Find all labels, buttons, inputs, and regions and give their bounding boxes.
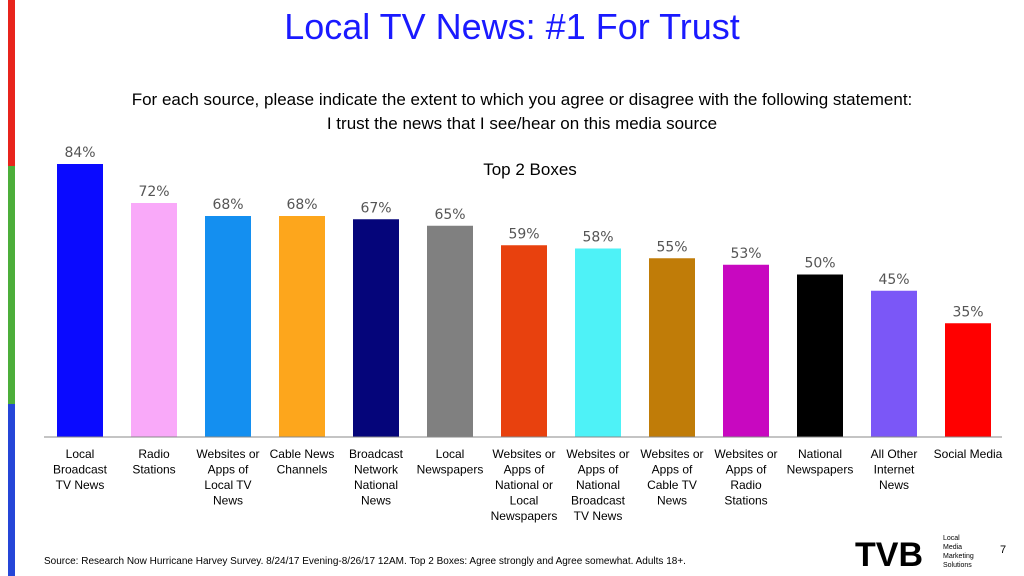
category-label-9-line-4: News bbox=[657, 494, 687, 508]
category-label-4-line-2: Channels bbox=[277, 463, 328, 477]
data-label-12: 45% bbox=[878, 272, 909, 288]
category-label-6-line-2: Newspapers bbox=[417, 463, 484, 477]
data-label-5: 67% bbox=[360, 200, 391, 216]
category-label-10-line-3: Radio bbox=[730, 478, 762, 492]
page-number: 7 bbox=[1000, 544, 1007, 556]
tvb-logo: TVB Local Media Marketing Solutions bbox=[855, 535, 974, 572]
category-label-8-line-2: Apps of bbox=[578, 463, 619, 477]
category-label-1-line-1: Local bbox=[66, 447, 95, 461]
category-label-2-line-1: Radio bbox=[138, 447, 170, 461]
category-label-6-line-1: Local bbox=[436, 447, 465, 461]
chart-title: Top 2 Boxes bbox=[483, 160, 577, 179]
bar-12 bbox=[871, 290, 917, 437]
category-label-10-line-4: Stations bbox=[724, 494, 767, 508]
logo-main-text: TVB bbox=[855, 536, 923, 572]
category-label-7-line-4: Local bbox=[510, 494, 539, 508]
category-label-5-line-1: Broadcast bbox=[349, 447, 404, 461]
category-label-4-line-1: Cable News bbox=[270, 447, 335, 461]
bar-2 bbox=[131, 203, 177, 437]
category-label-11-line-1: National bbox=[798, 447, 842, 461]
logo-sub-text-1: Local bbox=[943, 535, 960, 542]
bar-3 bbox=[205, 216, 251, 437]
bar-11 bbox=[797, 274, 843, 437]
category-label-9-line-2: Apps of bbox=[652, 463, 693, 477]
data-label-2: 72% bbox=[138, 184, 169, 200]
category-label-7-line-5: Newspapers bbox=[491, 509, 558, 523]
category-label-8-line-4: Broadcast bbox=[571, 494, 626, 508]
side-bar-green bbox=[8, 166, 15, 404]
data-label-13: 35% bbox=[952, 304, 983, 320]
category-label-3-line-3: Local TV bbox=[204, 478, 251, 492]
category-label-3-line-4: News bbox=[213, 494, 243, 508]
category-label-8-line-3: National bbox=[576, 478, 620, 492]
category-label-3-line-1: Websites or bbox=[196, 447, 259, 461]
source-note: Source: Research Now Hurricane Harvey Su… bbox=[44, 556, 686, 567]
category-label-9-line-1: Websites or bbox=[640, 447, 703, 461]
logo-sub-text-4: Solutions bbox=[943, 562, 972, 569]
bar-4 bbox=[279, 216, 325, 437]
bar-8 bbox=[575, 248, 621, 437]
logo-sub-text-3: Marketing bbox=[943, 553, 974, 560]
category-label-7-line-3: National or bbox=[495, 478, 553, 492]
category-label-13-line-1: Social Media bbox=[934, 447, 1003, 461]
category-label-8-line-1: Websites or bbox=[566, 447, 629, 461]
bar-13 bbox=[945, 323, 991, 437]
category-label-12-line-2: Internet bbox=[874, 463, 915, 477]
category-label-2-line-2: Stations bbox=[132, 463, 175, 477]
bar-5 bbox=[353, 219, 399, 437]
page-title: Local TV News: #1 For Trust bbox=[284, 6, 740, 47]
side-bar-blue bbox=[8, 404, 15, 576]
bar-9 bbox=[649, 258, 695, 437]
question-line-2: I trust the news that I see/hear on this… bbox=[326, 114, 718, 133]
data-label-10: 53% bbox=[730, 246, 761, 262]
category-label-8-line-5: TV News bbox=[574, 509, 623, 523]
bar-7 bbox=[501, 245, 547, 437]
category-label-12-line-3: News bbox=[879, 478, 909, 492]
category-label-11-line-2: Newspapers bbox=[787, 463, 854, 477]
data-label-6: 65% bbox=[434, 207, 465, 223]
category-label-10-line-2: Apps of bbox=[726, 463, 767, 477]
category-label-7-line-2: Apps of bbox=[504, 463, 545, 477]
bar-1 bbox=[57, 164, 103, 437]
category-label-3-line-2: Apps of bbox=[208, 463, 249, 477]
question-line-1: For each source, please indicate the ext… bbox=[131, 90, 913, 109]
bar-6 bbox=[427, 225, 473, 437]
category-label-5-line-3: National bbox=[354, 478, 398, 492]
category-label-1-line-3: TV News bbox=[56, 478, 105, 492]
category-label-1-line-2: Broadcast bbox=[53, 463, 108, 477]
logo-sub-text-2: Media bbox=[943, 544, 962, 551]
data-label-4: 68% bbox=[286, 197, 317, 213]
bar-10 bbox=[723, 264, 769, 437]
category-label-10-line-1: Websites or bbox=[714, 447, 777, 461]
category-label-7-line-1: Websites or bbox=[492, 447, 555, 461]
data-label-9: 55% bbox=[656, 239, 687, 255]
category-label-5-line-4: News bbox=[361, 494, 391, 508]
category-label-9-line-3: Cable TV bbox=[647, 478, 697, 492]
data-label-1: 84% bbox=[64, 145, 95, 161]
data-label-3: 68% bbox=[212, 197, 243, 213]
category-label-12-line-1: All Other bbox=[871, 447, 918, 461]
data-label-11: 50% bbox=[804, 256, 835, 272]
side-bar-red bbox=[8, 0, 15, 166]
data-label-8: 58% bbox=[582, 230, 613, 246]
data-label-7: 59% bbox=[508, 226, 539, 242]
category-label-5-line-2: Network bbox=[354, 463, 399, 477]
